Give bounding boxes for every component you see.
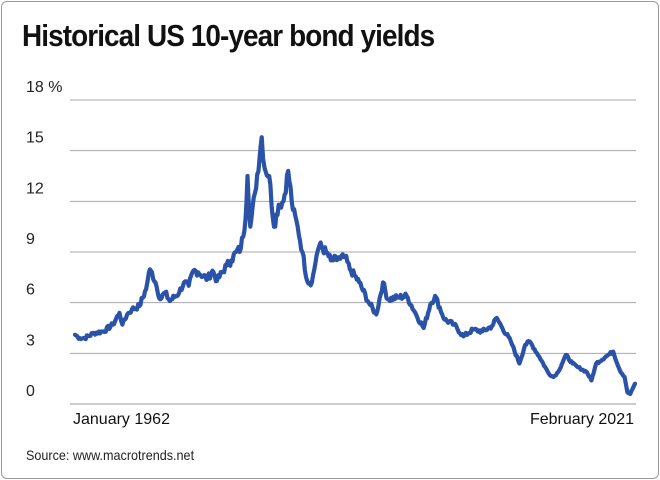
- chart-title: Historical US 10-year bond yields: [22, 18, 435, 53]
- y-tick-label: 0: [26, 383, 35, 400]
- x-tick-label-end: February 2021: [530, 411, 634, 428]
- grid-lines: [70, 99, 636, 405]
- y-tick-label: 9: [26, 231, 35, 248]
- x-tick-label-start: January 1962: [73, 411, 170, 428]
- bond-yield-line: [72, 135, 638, 396]
- y-axis-ticks: 0 3 6 9 12 15 18 %: [26, 79, 62, 400]
- series-layer: [72, 135, 638, 396]
- y-tick-label: 18 %: [26, 79, 62, 96]
- y-tick-label: 12: [26, 180, 44, 197]
- x-axis-ticks: January 1962 February 2021: [73, 411, 634, 428]
- y-tick-label: 6: [26, 282, 35, 299]
- y-tick-label: 15: [26, 130, 44, 147]
- y-tick-label: 3: [26, 332, 35, 349]
- source-note: Source: www.macrotrends.net: [26, 447, 195, 463]
